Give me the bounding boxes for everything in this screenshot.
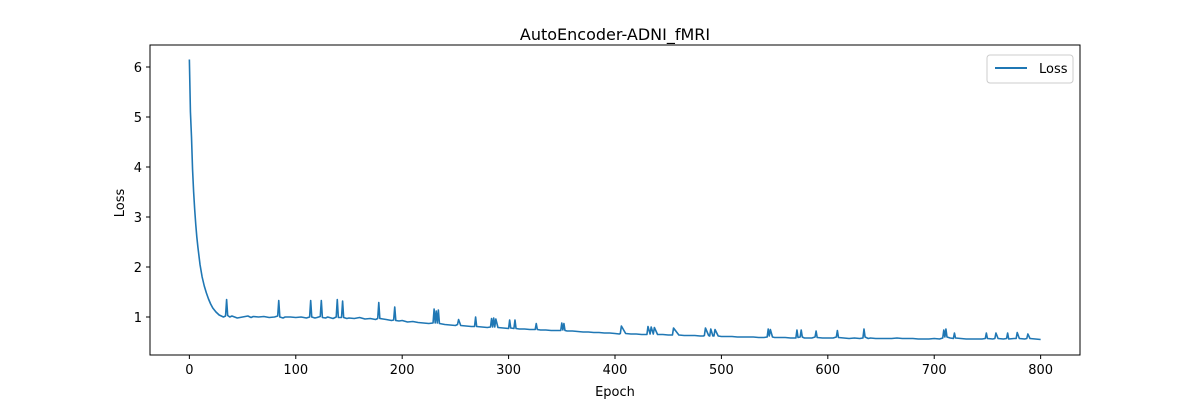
y-tick-label: 5 bbox=[134, 111, 142, 126]
x-tick-label: 400 bbox=[603, 363, 628, 378]
y-tick-label: 6 bbox=[134, 61, 142, 76]
x-tick-label: 600 bbox=[815, 363, 840, 378]
legend-box bbox=[986, 54, 1074, 84]
y-axis-ticks: 1 2 3 4 5 6 bbox=[134, 61, 150, 326]
y-axis-label: Loss bbox=[113, 189, 128, 218]
x-axis-label: Epoch bbox=[595, 385, 635, 400]
plot-area bbox=[188, 59, 1041, 341]
x-tick-label: 200 bbox=[390, 363, 415, 378]
y-tick-label: 3 bbox=[134, 211, 142, 226]
x-tick-label: 700 bbox=[922, 363, 947, 378]
y-tick-label: 1 bbox=[134, 311, 142, 326]
x-tick-label: 100 bbox=[283, 363, 308, 378]
legend-label-loss: Loss bbox=[1039, 62, 1068, 77]
y-tick-label: 4 bbox=[134, 161, 142, 176]
chart-title: AutoEncoder-ADNI_fMRI bbox=[520, 25, 710, 45]
y-tick-label: 2 bbox=[134, 261, 142, 276]
series-line-loss bbox=[188, 59, 1041, 341]
x-tick-label: 800 bbox=[1028, 363, 1053, 378]
x-tick-label: 300 bbox=[496, 363, 521, 378]
x-tick-label: 0 bbox=[185, 363, 193, 378]
legend: Loss bbox=[986, 54, 1074, 84]
axes-frame bbox=[149, 44, 1081, 356]
x-axis-ticks: 0 100 200 300 400 500 600 700 800 bbox=[185, 355, 1053, 378]
x-tick-label: 500 bbox=[709, 363, 734, 378]
